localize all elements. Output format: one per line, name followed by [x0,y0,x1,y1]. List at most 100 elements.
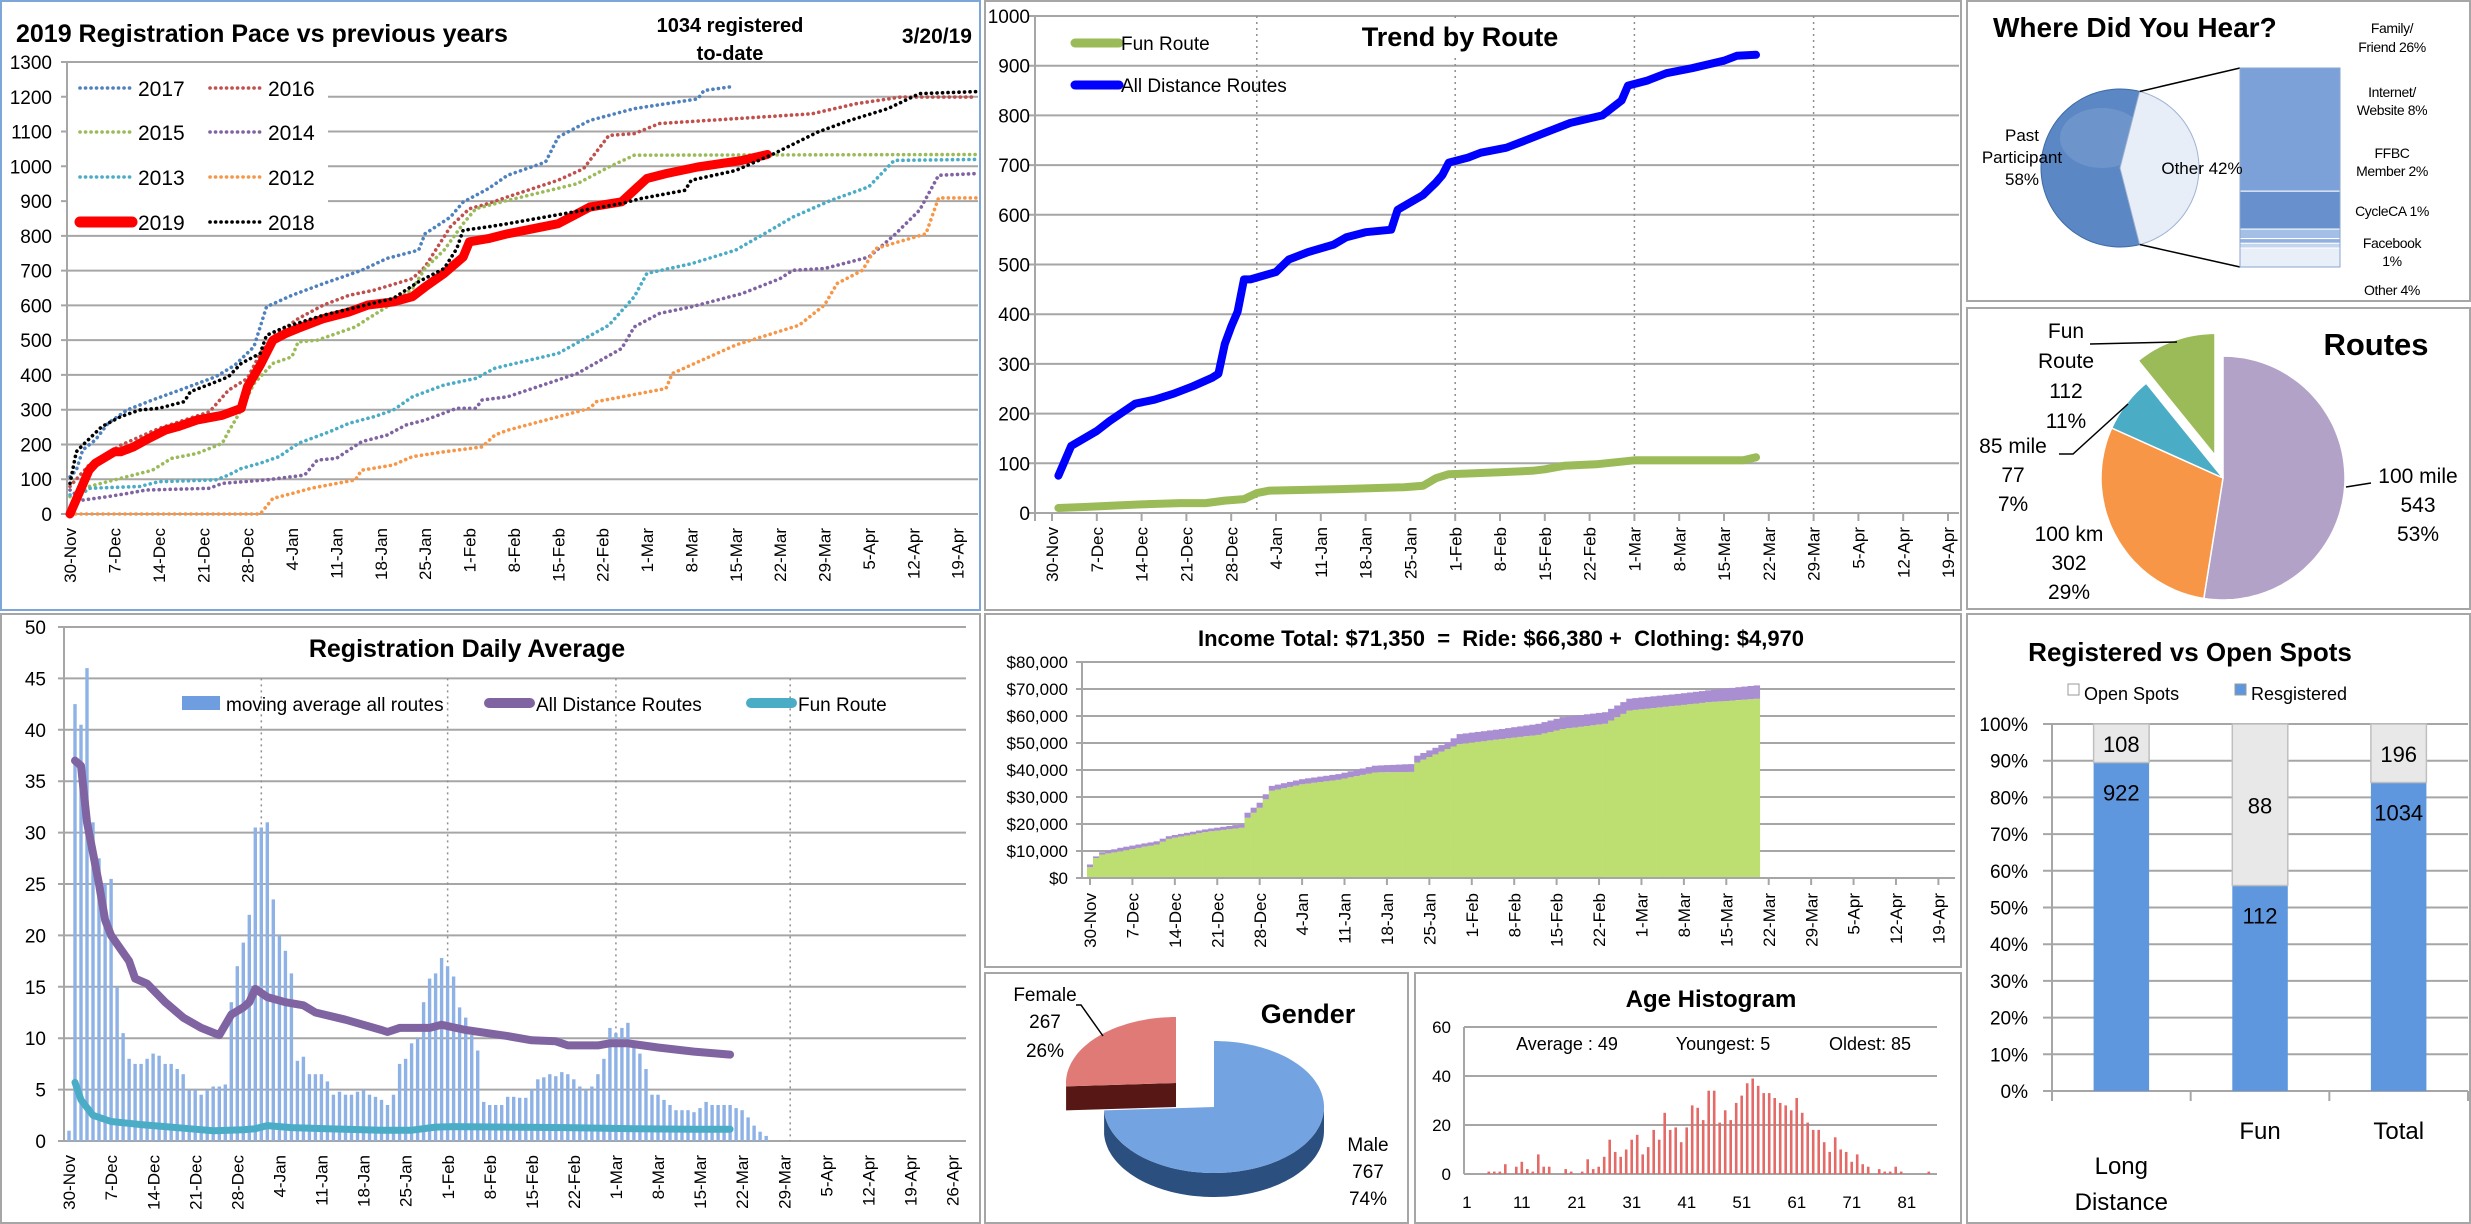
panel-where-did-you-hear[interactable]: Family/Friend 26% Internet/Website 8% FFBC… [1966,0,2471,302]
clothing-column [1438,745,1445,752]
y-tick-label: 600 [998,206,1030,227]
slice-label: 100 km [2035,523,2104,546]
bar [229,1002,233,1141]
panel-trend-by-route[interactable]: 0 100 200 300 400 500 600 700 800 900 1000 30-Nov 7-… [984,0,1962,611]
clothing-column [1202,829,1209,833]
clothing-column [1311,777,1318,783]
bar [163,1063,167,1141]
ride-column [1511,737,1518,878]
leader-line [2345,482,2372,488]
panel-registered-vs-open-spots[interactable]: 0% 10% 20% 30% 40% 50% 60% 70% 80% 90% 100% 108 922 L… [1966,613,2471,1224]
ride-column [1408,771,1415,878]
bar [1515,1166,1518,1174]
legend-label: 2017 [138,78,185,101]
panel-gender[interactable]: Female 267 26% Male 767 74% Gender [984,972,1409,1224]
y-tick-label: 30% [1990,972,2028,993]
series-line-2019 [65,150,772,519]
y-tick-label: 500 [998,256,1030,277]
connector-line [2139,243,2241,268]
chart-area: Female 267 26% Male 767 74% [1013,985,1388,1210]
legend: 2017 2016 2015 2014 2013 2012 2019 2018 [68,63,328,235]
y-tick-label: $70,000 [1007,680,1068,699]
bar [1806,1122,1809,1174]
clothing-column [1735,687,1742,700]
pie-slice-male [1104,1041,1324,1173]
pie [2100,332,2346,601]
chart-title: Trend by Route [1362,22,1559,52]
x-tick-label: 12-Apr [1887,893,1906,944]
clothing-column [1626,698,1633,711]
chart-title: Registered vs Open Spots [2028,637,2352,667]
ride-column [1208,831,1215,878]
bar [764,1135,768,1141]
registered-vs-open-spots-chart: 0% 10% 20% 30% 40% 50% 60% 70% 80% 90% 100% 108 922 L… [1979,637,2469,1216]
registration-daily-average-chart: 0 5 10 15 20 25 30 35 40 45 50 30-Nov 7-Dec 14-Dec 21-… [25,618,966,1210]
clothing-column [1699,691,1706,703]
chart-title: Age Histogram [1626,986,1797,1013]
ride-column [1414,762,1421,878]
ride-column [1747,699,1754,878]
bar [1531,1171,1535,1174]
bar [289,973,294,1141]
y-tick-label: 10 [25,1029,46,1050]
bar [367,1094,372,1141]
y-tick-label: 500 [20,331,52,352]
bar [1762,1093,1765,1174]
ride-column [1299,784,1306,878]
clothing-column [1711,689,1718,702]
bar [1729,1120,1732,1174]
ride-column [1396,772,1403,878]
ride-column [1693,703,1700,878]
bar [1526,1169,1529,1174]
bar [1778,1102,1782,1174]
bar [103,884,107,1141]
bar [217,1086,221,1141]
bar [488,1105,492,1141]
bar [1828,1151,1831,1174]
category-label: Long [2095,1153,2148,1180]
panel-age-histogram[interactable]: 0 20 40 60 1 11 21 31 41 51 61 71 81 Age Histogram A… [1414,972,1962,1224]
bar [1833,1137,1837,1175]
x-tick-label: 18-Jan [372,528,391,580]
y-tick-label: 20% [1990,1009,2028,1030]
clothing-column [1753,685,1761,699]
x-tick-label: 29-Mar [775,1155,794,1209]
slice-label-female: Female [1013,985,1076,1006]
bar [259,827,263,1141]
clothing-column [1147,842,1155,846]
panel-registration-pace[interactable]: 0 100 200 300 400 500 600 700 800 900 1000 1100 1200… [0,0,981,611]
slice-label: 11% [2046,410,2086,433]
x-tick-label: 15-Mar [727,528,746,582]
pie-highlight [2060,108,2144,168]
panel-income[interactable]: $0 $10,000 $20,000 $30,000 $40,000 $50,000 $60… [984,613,1962,968]
y-tick-label: 800 [998,106,1030,127]
x-tick-label: 22-Mar [1760,893,1779,947]
clothing-column [1590,713,1597,726]
clothing-column [1414,755,1421,763]
legend-label: 2019 [138,212,185,235]
clothing-column [1099,852,1106,855]
panel-registration-daily-average[interactable]: 0 5 10 15 20 25 30 35 40 45 50 30-Nov 7-Dec 14-Dec 21-… [0,613,981,1224]
bar [295,1060,300,1141]
ride-column [1741,699,1748,878]
ride-column [1420,759,1427,878]
clothing-column [1408,764,1415,772]
clothing-column [1353,769,1361,777]
panel-routes[interactable]: 100 mile 543 53% 100 km 302 29% 85 mile 77 7% Fun… [1966,307,2471,610]
legend-swatch [182,696,220,710]
x-tick-label: 7-Dec [102,1155,121,1201]
x-tick-label: 11 [1513,1193,1531,1212]
bar [151,1053,155,1141]
y-tick-label: 5 [35,1081,46,1102]
category-label: Fun [2239,1118,2280,1145]
clothing-column [1656,695,1664,708]
gridlines [1029,15,1959,514]
x-tick-label: 8-Mar [1670,527,1689,572]
bar [415,1038,420,1141]
bar [1861,1164,1864,1174]
x-tick-label: 21-Dec [1208,893,1227,948]
legend-label: 2016 [268,78,315,101]
x-tick-label: 28-Dec [1251,893,1270,948]
bar [1685,1127,1688,1174]
ride-column [1638,709,1645,878]
